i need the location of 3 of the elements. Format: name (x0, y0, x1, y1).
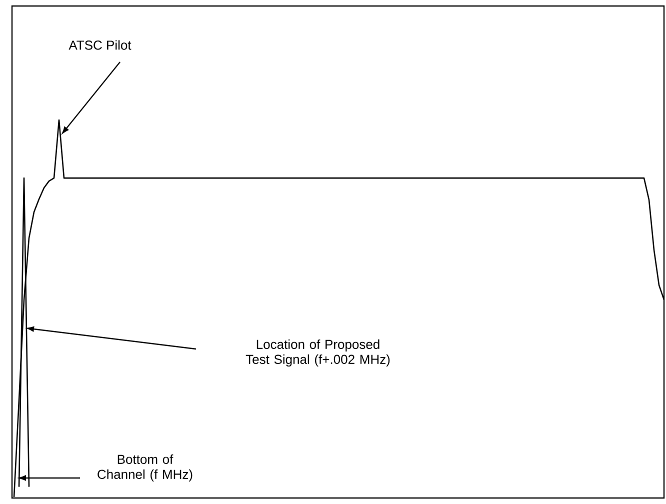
text: ATSC Pilot (68, 40, 132, 50)
annotation: Location of Proposed Test Signal (f+.002 MHz) (246, 339, 390, 367)
annotation: Bottom of Channel (f MHz) (98, 454, 192, 482)
